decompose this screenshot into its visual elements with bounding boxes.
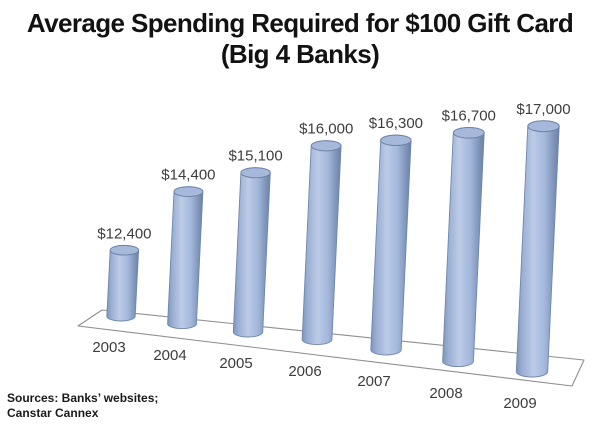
cylinder-top	[527, 120, 560, 133]
bar-value-label: $16,000	[299, 121, 353, 138]
cylinder-body	[301, 140, 342, 346]
x-axis-tick-label: 2007	[357, 373, 390, 390]
cylinder-body	[167, 186, 204, 330]
bar-value-label: $15,100	[228, 148, 282, 165]
cylinder-top	[109, 244, 140, 256]
cylinder-body	[515, 120, 560, 378]
cylinder-top	[452, 127, 485, 139]
cylinder-body	[106, 244, 140, 322]
x-axis-tick-label: 2003	[92, 339, 125, 356]
cylinder-top	[240, 167, 271, 179]
bar-value-label: $16,700	[442, 108, 496, 125]
chart-title-line1: Average Spending Required for $100 Gift …	[26, 8, 574, 38]
cylinder-bar: $12,400	[97, 225, 152, 322]
cylinder-bar: $14,400	[161, 167, 216, 330]
x-axis-tick-label: 2004	[153, 347, 186, 364]
cylinder-bar: $16,000	[299, 121, 353, 346]
chart-title-line2: (Big 4 Banks)	[220, 39, 380, 69]
x-axis-tick-label: 2008	[429, 385, 462, 402]
cylinder-bar: $17,000	[515, 101, 571, 378]
cylinder-bar: $16,300	[369, 115, 423, 356]
cylinder-body	[442, 127, 485, 367]
cylinder-bar: $15,100	[228, 148, 283, 338]
source-note-line1: Sources: Banks’ websites;	[7, 391, 159, 405]
x-axis-tick-label: 2006	[288, 363, 321, 380]
bar-value-label: $17,000	[516, 101, 570, 118]
cylinder-bar: $16,700	[442, 108, 496, 367]
source-note: Sources: Banks’ websites; Canstar Cannex	[7, 391, 158, 421]
chart-title: Average Spending Required for $100 Gift …	[0, 8, 600, 70]
cylinder-top	[173, 186, 204, 198]
source-note-line2: Canstar Cannex	[7, 406, 99, 420]
cylinder-body	[232, 167, 271, 338]
bar-value-label: $14,400	[161, 167, 215, 184]
x-axis-tick-label: 2009	[503, 395, 536, 412]
cylinder-top	[380, 134, 412, 147]
x-axis-tick-label: 2005	[219, 355, 252, 372]
bar-value-label: $16,300	[369, 115, 423, 132]
bar-value-label: $12,400	[97, 225, 151, 242]
cylinder-body	[370, 134, 412, 356]
cylinder-top	[310, 140, 342, 152]
